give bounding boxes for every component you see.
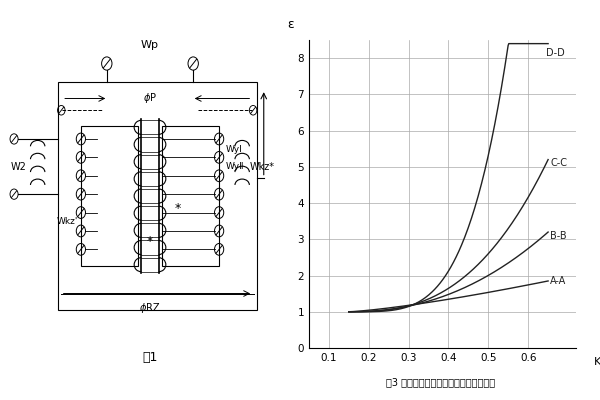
Text: *: *	[174, 202, 181, 215]
Text: Wp: Wp	[141, 40, 159, 50]
Text: Wkz': Wkz'	[56, 217, 78, 226]
Text: Wkz*: Wkz*	[250, 162, 275, 172]
Text: 图1: 图1	[142, 352, 158, 364]
Text: B-B: B-B	[550, 231, 567, 241]
Text: $\phi$RZ: $\phi$RZ	[139, 300, 161, 314]
Text: A-A: A-A	[550, 276, 566, 286]
Text: WyⅠ: WyⅠ	[226, 146, 242, 154]
Bar	[161, 126, 219, 266]
Bar	[81, 126, 139, 266]
Text: K: K	[594, 357, 600, 367]
Text: *: *	[147, 236, 153, 248]
Text: WyⅡ: WyⅡ	[226, 162, 244, 171]
Text: D-D: D-D	[546, 48, 565, 58]
Text: W2: W2	[11, 162, 27, 172]
Text: $\phi$P: $\phi$P	[143, 92, 157, 106]
Text: ε: ε	[287, 18, 293, 31]
Bar	[58, 82, 257, 310]
Text: 图3 直流助磁特性曲线（该图仅供参考）: 图3 直流助磁特性曲线（该图仅供参考）	[386, 377, 496, 387]
Text: C-C: C-C	[550, 158, 567, 168]
